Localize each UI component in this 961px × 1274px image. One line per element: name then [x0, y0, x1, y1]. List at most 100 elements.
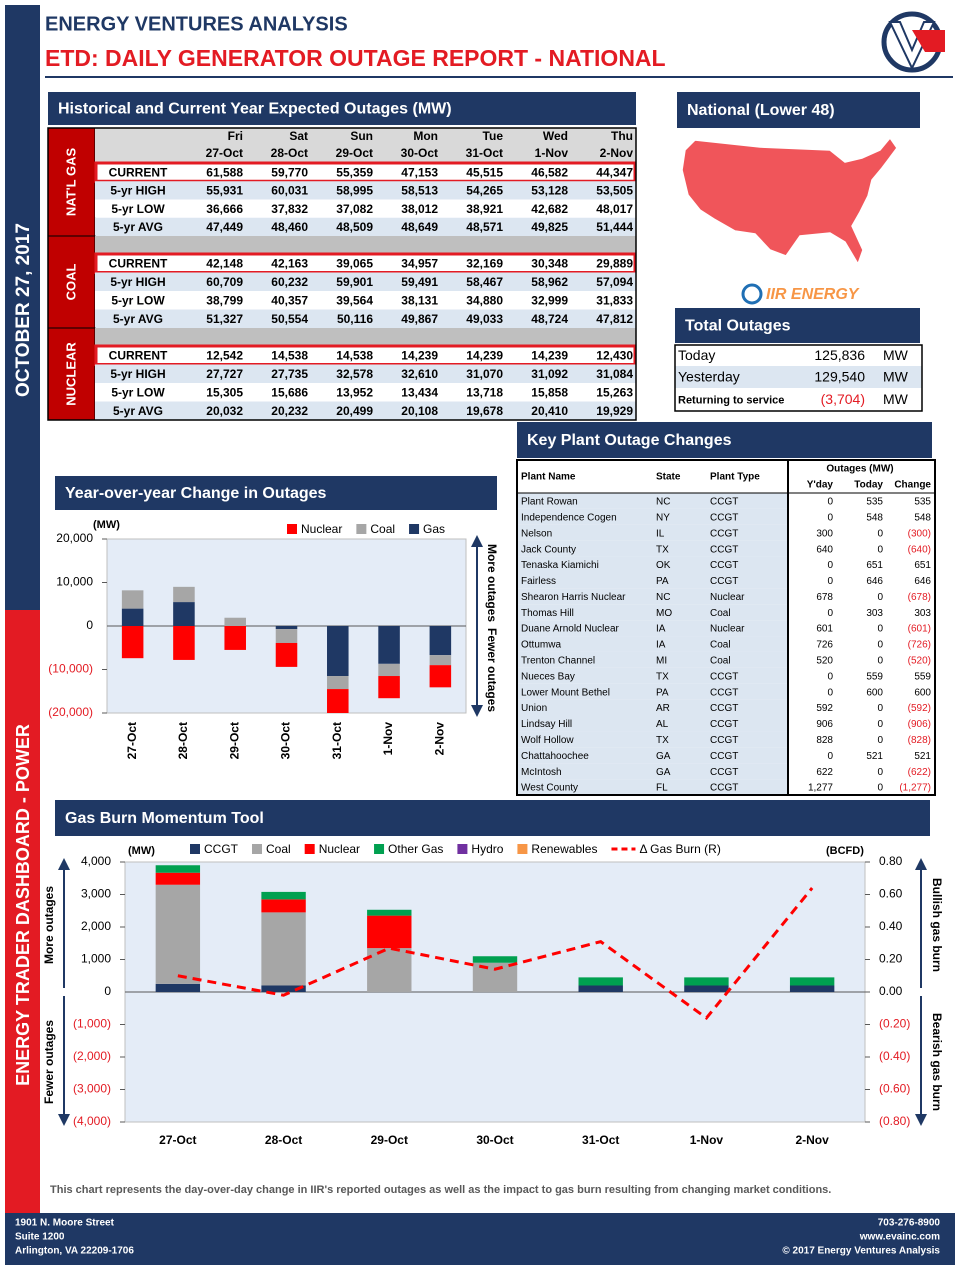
- legend-label: Δ Gas Burn (R): [639, 842, 720, 856]
- annotation: Bearish gas burn: [930, 1013, 944, 1111]
- total-label: Today: [678, 347, 715, 363]
- kp-row-bg: [517, 763, 788, 780]
- table-value: 29,889: [596, 256, 633, 270]
- kp-row-bg: [517, 540, 788, 557]
- kp-cell: Coal: [710, 608, 731, 619]
- kp-value: 651: [914, 560, 931, 571]
- table-value: 48,509: [336, 220, 373, 234]
- kp-cell: MI: [656, 656, 667, 667]
- table-row: [95, 163, 636, 182]
- legend-label: Gas: [423, 522, 445, 536]
- kp-cell: IA: [656, 624, 666, 635]
- x-tick-label: 28-Oct: [265, 1133, 302, 1147]
- kp-row-bg: [517, 588, 788, 605]
- y2-axis-label: (BCFD): [826, 845, 864, 857]
- kp-row-bg: [788, 508, 935, 525]
- kp-value: 520: [816, 656, 833, 667]
- date-label: 2-Nov: [600, 146, 634, 160]
- dashboard-name: ENERGY TRADER DASHBOARD - POWER: [13, 724, 33, 1086]
- kp-value: (906): [908, 719, 931, 730]
- kp-value: (592): [908, 703, 931, 714]
- legend-label: CCGT: [204, 842, 239, 856]
- annotation: Bullish gas burn: [930, 878, 944, 972]
- date-label: 1-Nov: [535, 146, 569, 160]
- table-value: 57,094: [596, 275, 633, 289]
- footnote: This chart represents the day-over-day c…: [50, 1184, 831, 1196]
- kp-cell: IL: [656, 528, 665, 539]
- legend-swatch: [374, 844, 385, 854]
- legend-label: Coal: [370, 522, 395, 536]
- total-outages-title-bar: [675, 308, 920, 343]
- table-value: 45,515: [466, 165, 503, 179]
- date-label: 30-Oct: [401, 146, 438, 160]
- bar-segment: [367, 909, 412, 916]
- table-value: 38,131: [401, 293, 438, 307]
- kp-row-bg: [788, 715, 935, 732]
- bar-segment: [684, 977, 729, 986]
- legend-swatch: [287, 524, 297, 534]
- bar-segment: [327, 626, 349, 677]
- x-tick-label: 30-Oct: [476, 1133, 513, 1147]
- bar-segment: [429, 665, 452, 688]
- legend-label: Nuclear: [301, 522, 342, 536]
- row-label: 5-yr AVG: [113, 404, 163, 418]
- kp-value: 640: [816, 544, 833, 555]
- tick-label: 10,000: [56, 575, 93, 589]
- table-value: 14,239: [466, 348, 503, 362]
- table-value: 53,128: [531, 184, 568, 198]
- table-value: 58,467: [466, 275, 503, 289]
- table-value: 50,554: [271, 312, 308, 326]
- kp-value: 0: [877, 767, 883, 778]
- table-value: 32,578: [336, 367, 373, 381]
- report-date: OCTOBER 27, 2017: [13, 223, 34, 397]
- kp-cell: Ottumwa: [521, 640, 561, 651]
- kp-value: 0: [877, 528, 883, 539]
- kp-value: 303: [914, 608, 931, 619]
- kp-value: 0: [877, 544, 883, 555]
- kp-row-bg: [517, 779, 788, 795]
- footer-address: 1901 N. Moore Street: [15, 1218, 115, 1229]
- kp-value-column: Today: [854, 480, 883, 491]
- table-row: [95, 346, 636, 365]
- outage-table-title-bar: [48, 92, 636, 125]
- table-value: 15,686: [271, 385, 308, 399]
- table-value: 31,833: [596, 293, 633, 307]
- bar-segment: [789, 977, 835, 986]
- chart-title-bar: [55, 800, 930, 836]
- table-value: 38,799: [206, 293, 243, 307]
- kp-row-bg: [788, 620, 935, 637]
- table-value: 60,232: [271, 275, 308, 289]
- kp-cell: TX: [656, 735, 669, 746]
- kp-cell: CCGT: [710, 576, 738, 587]
- kp-value: 0: [877, 656, 883, 667]
- kp-cell: CCGT: [710, 719, 738, 730]
- kp-row-bg: [517, 620, 788, 637]
- kp-cell: Wolf Hollow: [521, 735, 574, 746]
- kp-value: 651: [866, 560, 883, 571]
- kp-value: 0: [877, 592, 883, 603]
- day-label: Fri: [228, 129, 243, 143]
- bar-segment: [224, 626, 246, 650]
- kp-cell: GA: [656, 767, 671, 778]
- table-value: 15,263: [596, 385, 633, 399]
- footer-contact: © 2017 Energy Ventures Analysis: [782, 1246, 940, 1257]
- kp-cell: CCGT: [710, 751, 738, 762]
- table-value: 32,169: [466, 256, 503, 270]
- kp-cell: CCGT: [710, 671, 738, 682]
- bar-segment: [155, 865, 201, 873]
- kp-value: (828): [908, 735, 931, 746]
- bar-segment: [261, 891, 306, 900]
- annotation: More outages: [42, 886, 56, 964]
- tick-label: 0.00: [879, 984, 903, 998]
- kp-value: 726: [816, 640, 833, 651]
- table-row: [95, 383, 636, 402]
- day-label: Thu: [611, 129, 633, 143]
- footer-band: [5, 1213, 955, 1265]
- table-value: 31,092: [531, 367, 568, 381]
- table-value: 48,724: [531, 312, 568, 326]
- table-value: 36,666: [206, 202, 243, 216]
- date-label: 28-Oct: [271, 146, 308, 160]
- x-tick-label: 31-Oct: [330, 722, 344, 759]
- group-label: NUCLEAR: [63, 342, 78, 406]
- kp-value: 300: [816, 528, 833, 539]
